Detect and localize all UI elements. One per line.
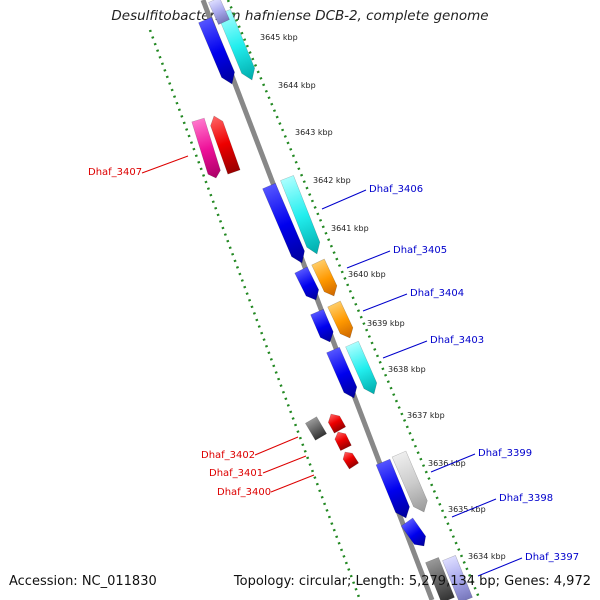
gene-arrow-blue <box>400 517 426 547</box>
accession-text: Accession: NC_011830 <box>9 574 157 589</box>
gene-arrow-lavender <box>442 555 473 600</box>
kbp-tick-label: 3638 kbp <box>388 365 426 374</box>
gene-labels: Dhaf_3407 Dhaf_3406 Dhaf_3405 Dhaf_3404 Dhaf… <box>88 155 579 577</box>
gene-arrow-red <box>210 115 241 175</box>
gene-arrow-gray <box>305 416 327 441</box>
gene-arrow-orange <box>327 300 354 339</box>
gene-label[interactable]: Dhaf_3406 <box>369 184 423 195</box>
kbp-tick-label: 3641 kbp <box>331 224 369 233</box>
gene-label[interactable]: Dhaf_3397 <box>525 552 579 563</box>
kbp-tick-label: 3640 kbp <box>348 270 386 279</box>
kbp-tick-label: 3643 kbp <box>295 128 333 137</box>
kbp-tick-label: 3645 kbp <box>260 33 298 42</box>
gene-arrow-blue <box>262 182 305 264</box>
gene-label-leader-line <box>321 189 367 210</box>
gene-label-leader-line <box>451 498 497 518</box>
gene-label[interactable]: Dhaf_3404 <box>410 288 464 299</box>
gene-label[interactable]: Dhaf_3398 <box>499 493 553 504</box>
kbp-tick-label: 3636 kbp <box>428 459 466 468</box>
gene-arrow-cyan <box>345 340 378 395</box>
gene-arrow-lightgray <box>391 450 428 513</box>
gene-arrow-blue <box>198 16 235 85</box>
gene-label-leader-line <box>262 455 307 474</box>
gene-label-leader-line <box>254 436 299 456</box>
gene-arrow-lavender <box>208 0 230 25</box>
gene-label[interactable]: Dhaf_3399 <box>478 448 532 459</box>
kbp-tick-label: 3639 kbp <box>367 319 405 328</box>
gene-arrow-pink <box>191 117 221 179</box>
gene-label[interactable]: Dhaf_3401 <box>209 468 263 479</box>
gene-arrow-red <box>342 451 359 470</box>
gene-arrow-cyan <box>280 175 321 255</box>
gene-arrow-blue <box>326 346 358 399</box>
kbp-tick-label: 3642 kbp <box>313 176 351 185</box>
kbp-tick-label: 3637 kbp <box>407 411 445 420</box>
gene-arrow-blue <box>294 266 319 301</box>
gene-label[interactable]: Dhaf_3400 <box>217 487 271 498</box>
kbp-scale: 3645 kbp 3644 kbp 3643 kbp 3642 kbp 3641 kbp… <box>260 33 506 561</box>
gene-arrow-navy <box>425 557 455 600</box>
gene-label-leader-line <box>141 155 189 174</box>
gene-features <box>191 0 473 600</box>
genome-summary-text: Topology: circular; Length: 5,279,134 bp… <box>233 574 591 589</box>
gene-label[interactable]: Dhaf_3405 <box>393 245 447 256</box>
gene-arrow-red <box>328 413 347 434</box>
kbp-tick-label: 3634 kbp <box>468 552 506 561</box>
gene-label[interactable]: Dhaf_3403 <box>430 335 484 346</box>
gene-arrow-red <box>334 431 352 452</box>
gene-label[interactable]: Dhaf_3407 <box>88 167 142 178</box>
gene-arrow-blue <box>375 458 410 519</box>
gene-arrow-blue <box>310 308 334 343</box>
gene-label-leader-line <box>430 453 476 473</box>
gene-label-leader-line <box>362 293 408 312</box>
kbp-tick-label: 3635 kbp <box>448 505 486 514</box>
gene-label-leader-line <box>346 250 391 269</box>
gene-label-leader-line <box>477 557 523 577</box>
gene-label-leader-line <box>382 340 428 359</box>
kbp-tick-label: 3644 kbp <box>278 81 316 90</box>
gene-label-leader-line <box>270 474 315 493</box>
gene-label[interactable]: Dhaf_3402 <box>201 450 255 461</box>
gene-arrow-orange <box>311 258 338 297</box>
